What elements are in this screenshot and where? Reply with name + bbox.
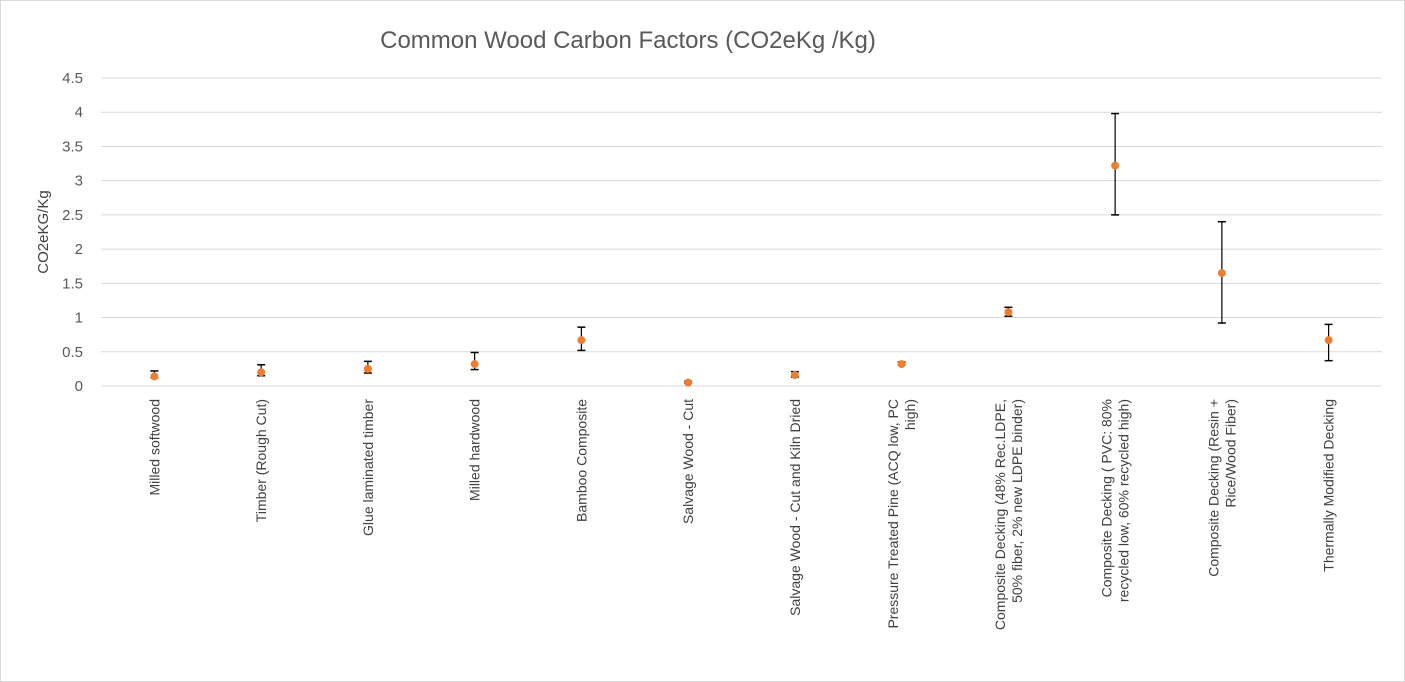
data-point <box>470 360 479 369</box>
x-tick-label: Bamboo Composite <box>573 399 589 522</box>
y-tick-label: 4.5 <box>62 70 83 87</box>
y-tick-label: 3 <box>75 173 83 190</box>
x-tick-label-line: Composite Decking (48% Rec.LDPE, <box>992 399 1008 630</box>
x-tick-label: Composite Decking (Resin + Rice/Wood Fibe… <box>1205 399 1238 577</box>
data-point <box>577 336 586 345</box>
x-tick-label-line: Salvage Wood - Cut and Kiln Dried <box>787 399 803 616</box>
x-tick-label: Glue laminated timber <box>360 399 376 536</box>
x-tick-label-line: Thermally Modified Decking <box>1321 399 1337 572</box>
x-tick-label-line: Rice/Wood Fiber) <box>1222 399 1238 508</box>
y-tick-label: 0 <box>75 378 83 395</box>
x-tick-label-line: Composite Decking ( PVC: 80% <box>1099 399 1115 597</box>
x-tick-label: Salvage Wood - Cut <box>680 399 696 524</box>
x-tick-label: Composite Decking (48% Rec.LDPE, 50% fibe… <box>992 399 1025 630</box>
x-axis-labels: Milled softwood Timber (Rough Cut) Glue la… <box>146 399 1336 630</box>
y-tick-label: 2.5 <box>62 207 83 224</box>
chart-title: Common Wood Carbon Factors (CO2eKg /Kg) <box>380 27 876 54</box>
data-point <box>1217 269 1226 278</box>
x-tick-label-line: Composite Decking (Resin + <box>1205 399 1221 577</box>
y-tick-label: 2 <box>75 241 83 258</box>
x-tick-label: Pressure Treated Pine (ACQ low, PC high) <box>885 399 918 629</box>
x-tick-label-line: 50% fiber, 2% new LDPE binder) <box>1009 399 1025 603</box>
x-tick-label: Milled hardwood <box>467 399 483 501</box>
data-point <box>363 364 372 373</box>
data-point <box>1004 308 1013 317</box>
data-point <box>150 372 159 381</box>
y-tick-label: 0.5 <box>62 344 83 361</box>
y-tick-label: 3.5 <box>62 138 83 155</box>
data-point <box>790 371 799 380</box>
x-tick-label-line: high) <box>902 399 918 430</box>
gridlines <box>101 77 1382 387</box>
error-bars <box>150 112 1333 385</box>
x-tick-label-line: Salvage Wood - Cut <box>680 399 696 524</box>
y-axis-ticks: 0 0.5 1 1.5 2 2.5 3 3.5 4 4.5 <box>62 70 83 395</box>
data-point <box>684 378 693 387</box>
x-tick-label-line: recycled low, 60% recycled high) <box>1116 399 1132 602</box>
x-tick-label: Thermally Modified Decking <box>1321 399 1337 572</box>
y-tick-label: 1.5 <box>62 275 83 292</box>
y-tick-label: 1 <box>75 310 83 327</box>
x-tick-label: Composite Decking ( PVC: 80% recycled low… <box>1099 399 1132 602</box>
x-tick-label: Timber (Rough Cut) <box>253 399 269 522</box>
x-tick-label-line: Timber (Rough Cut) <box>253 399 269 522</box>
x-tick-label: Milled softwood <box>146 399 162 496</box>
y-tick-label: 4 <box>75 104 83 121</box>
x-tick-label-line: Milled softwood <box>146 399 162 496</box>
data-point <box>1111 161 1120 170</box>
data-point <box>257 368 266 377</box>
data-point <box>1324 336 1333 345</box>
x-tick-label: Salvage Wood - Cut and Kiln Dried <box>787 399 803 616</box>
y-axis-title: CO2eKG/Kg <box>35 190 52 273</box>
data-point <box>897 360 906 369</box>
x-tick-label-line: Glue laminated timber <box>360 399 376 536</box>
data-points <box>150 161 1333 387</box>
x-tick-label-line: Bamboo Composite <box>573 399 589 522</box>
x-tick-label-line: Pressure Treated Pine (ACQ low, PC <box>885 399 901 629</box>
x-tick-label-line: Milled hardwood <box>467 399 483 501</box>
